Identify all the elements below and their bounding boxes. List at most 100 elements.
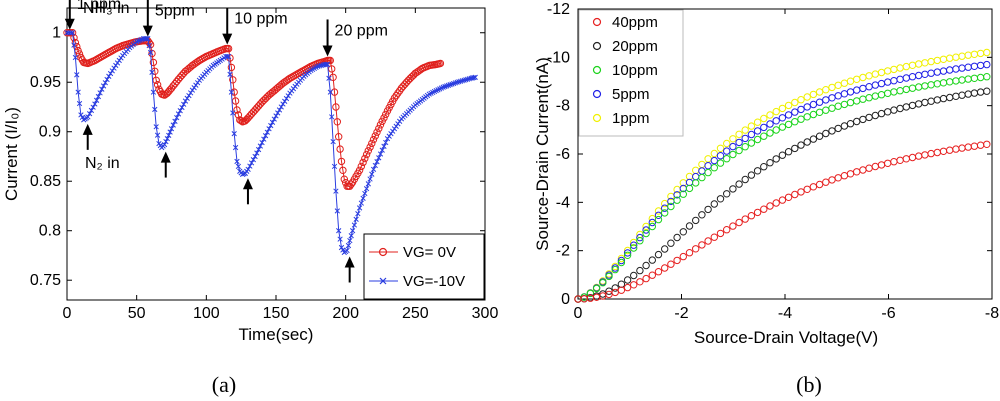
a-series-0-point — [364, 147, 372, 155]
a-series-1-point — [278, 104, 284, 110]
a-series-1-point — [374, 159, 380, 165]
b-series-1-point — [704, 205, 712, 214]
legend-a-0-marker — [378, 247, 388, 257]
a-series-1-point — [74, 72, 80, 78]
b-series-2-point — [729, 150, 737, 159]
b-series-3-point — [760, 123, 768, 132]
n2-arrow-head — [160, 151, 171, 163]
b-series-0-point — [784, 193, 793, 202]
panel-a-annotations: 1 ppm 5ppm 10 ppm 20 ppm — [64, 0, 388, 283]
b-series-3-point — [747, 130, 756, 139]
b-series-1-point — [828, 127, 836, 135]
b-series-2-point — [605, 272, 613, 281]
b-series-4-point — [766, 111, 774, 119]
a-series-1-point — [247, 163, 253, 169]
b-series-3-point — [983, 60, 991, 69]
a-series-1-point — [104, 76, 110, 83]
b-series-2-point — [642, 229, 650, 238]
a-series-1-point — [327, 89, 333, 95]
b-series-3-point — [791, 108, 799, 116]
a-series-1-point — [239, 171, 246, 177]
a-series-1-point — [78, 112, 84, 118]
panel-b-x-ticks: 0 -2 -4 -6 -8 — [574, 9, 999, 322]
b-series-3-point — [753, 127, 762, 135]
a-series-1-point — [351, 222, 358, 228]
b-series-1-point — [766, 159, 774, 167]
b-series-0-point — [685, 249, 694, 257]
b-series-0-point — [661, 264, 669, 272]
a-series-1-point — [147, 49, 154, 56]
a-series-1-point — [116, 57, 122, 64]
b-series-4-point — [753, 118, 762, 126]
a-series-1-point — [347, 237, 353, 244]
a-series-1-point — [360, 195, 366, 201]
b-series-3-point — [642, 226, 650, 234]
a-series-0-point — [224, 44, 233, 53]
a-series-0-point — [71, 38, 80, 47]
b-series-1-point — [654, 250, 663, 259]
b-series-0-point — [797, 188, 805, 196]
a-series-0-point — [361, 154, 369, 163]
a-series-1-point — [175, 111, 182, 117]
b-series-3-point — [772, 117, 780, 125]
a-series-1-point — [344, 247, 350, 254]
a-series-1-point — [153, 124, 159, 130]
a-series-0-point — [73, 42, 81, 51]
b-series-3-point — [784, 111, 793, 119]
a-series-0-point — [369, 135, 378, 144]
a-series-1-point — [232, 144, 239, 151]
a-series-1-point — [255, 146, 262, 153]
a-ytick-label: 0.75 — [30, 272, 61, 289]
b-series-0-point — [791, 190, 799, 199]
legend-b-2-marker — [592, 65, 602, 75]
a-series-1-point — [273, 113, 279, 119]
a-xtick-label: 100 — [193, 305, 220, 322]
b-series-3-point — [741, 134, 749, 143]
a-series-0-point — [237, 117, 245, 125]
n2-arrow-head — [242, 178, 253, 190]
a-series-1-point — [345, 242, 352, 249]
panel-a-legend-box — [363, 233, 485, 300]
a-series-1-point — [191, 85, 197, 91]
b-series-2-point — [803, 113, 811, 121]
a-series-1-point — [149, 69, 155, 75]
b-series-3-point — [797, 105, 805, 114]
a-series-0-point — [375, 124, 383, 133]
a-series-1-point — [230, 110, 236, 116]
a-series-1-point — [370, 166, 377, 172]
a-series-1-point — [353, 216, 359, 222]
b-series-2-point — [673, 196, 681, 204]
ppm-label: 1 ppm — [77, 0, 121, 13]
b-series-2-point — [661, 209, 669, 217]
a-series-1-point — [95, 93, 102, 100]
a-series-1-point — [254, 150, 260, 156]
b-series-1-point — [723, 190, 731, 198]
a-series-1-point — [472, 74, 478, 80]
a-series-1-point — [271, 116, 277, 122]
a-series-0-point — [227, 63, 236, 72]
b-xtick-label: -2 — [674, 305, 688, 322]
b-series-0-point — [704, 237, 712, 245]
b-series-1-point — [791, 144, 799, 153]
b-series-1-point — [778, 151, 787, 159]
b-series-4-point — [803, 93, 811, 101]
a-series-0-point — [330, 88, 339, 96]
a-series-1-point — [86, 111, 93, 117]
a-series-0-point — [153, 81, 162, 89]
a-series-1-point — [72, 54, 79, 61]
b-series-3-point — [636, 233, 644, 242]
b-series-3-point — [778, 114, 787, 122]
a-series-1-point — [340, 247, 346, 253]
a-series-1-point — [154, 132, 161, 138]
a-series-1-point — [161, 141, 168, 148]
b-series-3-point — [729, 142, 737, 151]
b-series-1-point — [661, 245, 669, 253]
panel-a: 0.75 0.8 0.85 0.9 0.95 1 0 50 100 150 200 250 300 1… — [2, 0, 498, 397]
b-series-0-point — [630, 281, 638, 289]
b-series-0-point — [766, 202, 774, 210]
a-series-0-point — [373, 128, 381, 136]
a-series-1-point — [184, 95, 190, 101]
panel-a-legend: VG= 0V VG=-10V — [363, 233, 485, 300]
a-series-0-point — [380, 114, 388, 122]
a-series-1-point — [336, 228, 342, 234]
